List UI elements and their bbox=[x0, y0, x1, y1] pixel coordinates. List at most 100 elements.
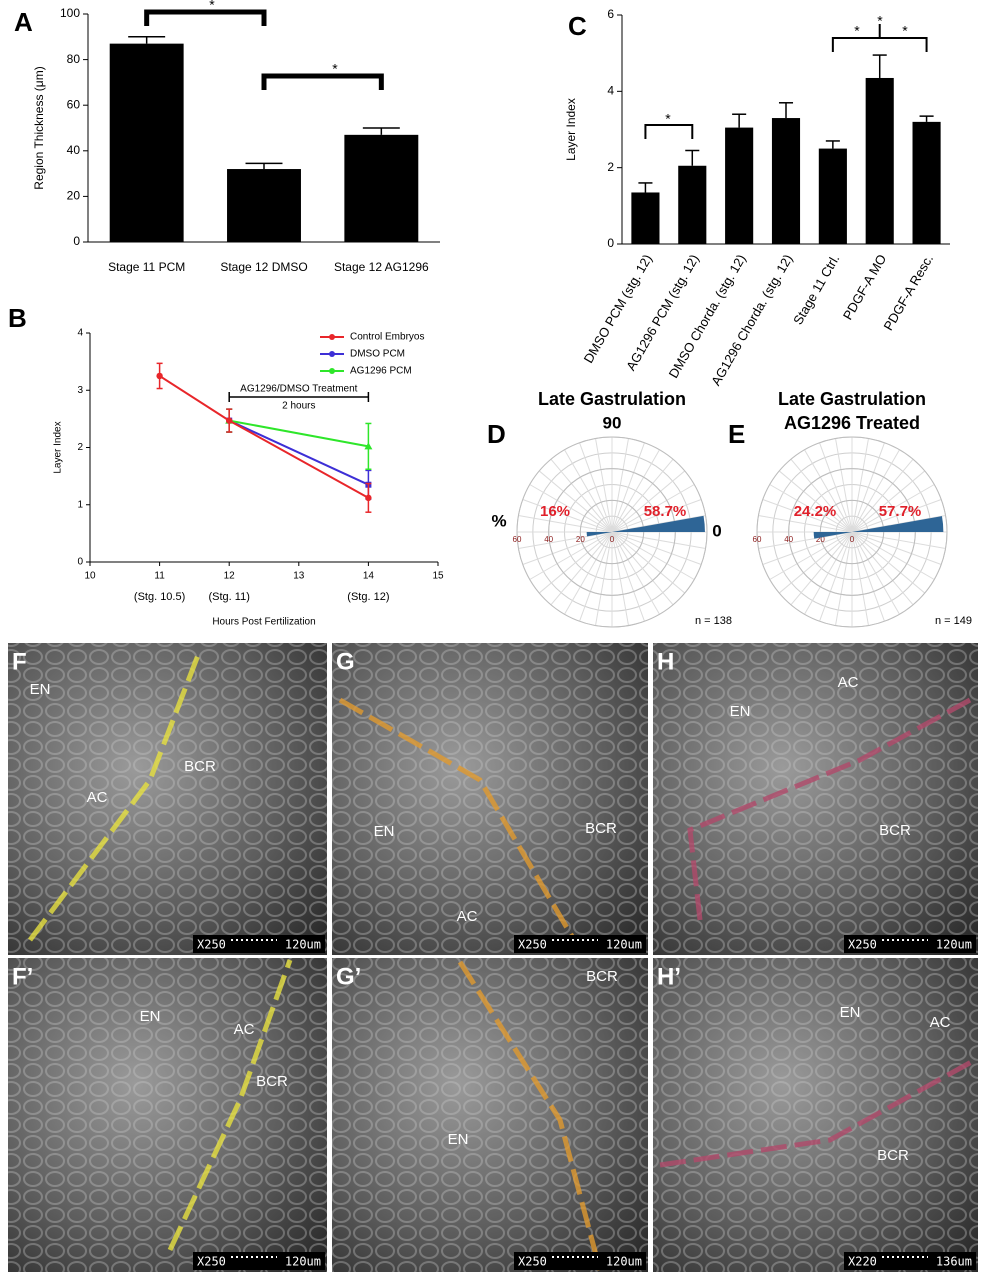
x-axis-label: Hours Post Fertilization bbox=[212, 617, 315, 628]
tick-ring bbox=[516, 436, 708, 628]
grid-spoke bbox=[762, 499, 853, 533]
panel-letter: B bbox=[8, 303, 27, 333]
y-tick-label: 1 bbox=[77, 499, 83, 510]
panel-letter: G bbox=[336, 648, 355, 675]
bar bbox=[109, 43, 184, 242]
wedge bbox=[852, 516, 944, 532]
stage-label: (Stg. 10.5) bbox=[134, 591, 185, 603]
region-label: EN bbox=[730, 703, 751, 720]
grid-spoke bbox=[851, 531, 935, 580]
bar bbox=[227, 169, 301, 242]
wedge bbox=[586, 532, 612, 537]
error-bar bbox=[362, 127, 400, 135]
r-tick-label: 60 bbox=[753, 535, 762, 544]
scale-text: X250 bbox=[197, 938, 226, 952]
stage-label: (Stg. 12) bbox=[347, 591, 389, 603]
panel-letter: F’ bbox=[12, 963, 33, 990]
grid-spoke bbox=[835, 438, 853, 533]
x-tick-label: 13 bbox=[293, 571, 305, 582]
n-label: n = 149 bbox=[935, 615, 972, 627]
grid-spoke bbox=[611, 531, 706, 549]
grid-spoke bbox=[758, 515, 853, 533]
panel-letter: D bbox=[487, 419, 506, 449]
bar bbox=[865, 77, 894, 244]
grid-spoke bbox=[851, 499, 942, 533]
r-tick-label: 0 bbox=[610, 535, 615, 544]
scale-text: X250 bbox=[518, 938, 547, 952]
grid-spoke bbox=[579, 531, 613, 622]
x-tick-label: Stage 12 DMSO bbox=[220, 260, 307, 274]
grid-spoke bbox=[611, 531, 695, 580]
scale-bar-box bbox=[514, 935, 646, 953]
grid-spoke bbox=[611, 531, 674, 606]
value-label: 57.7% bbox=[879, 503, 922, 520]
grid-spoke bbox=[819, 531, 853, 622]
region-label: BCR bbox=[877, 1147, 909, 1164]
y-tick-label: 100 bbox=[60, 6, 80, 20]
grid-spoke bbox=[550, 458, 613, 533]
grid-spoke bbox=[851, 531, 926, 594]
y-tick-label: 6 bbox=[607, 7, 614, 21]
error-bar bbox=[128, 36, 166, 44]
series-line bbox=[228, 419, 369, 486]
grid-spoke bbox=[611, 458, 674, 533]
x-tick-label: Stage 11 Ctrl. bbox=[790, 252, 842, 328]
y-tick-label: 4 bbox=[607, 84, 614, 98]
angle-label: 90 bbox=[603, 413, 622, 432]
grid-spoke bbox=[778, 531, 853, 594]
scale-text: 120um bbox=[285, 1255, 321, 1269]
scale-text: X250 bbox=[518, 1255, 547, 1269]
grid-spoke bbox=[538, 470, 613, 533]
grid-spoke bbox=[758, 531, 853, 549]
grid-spoke bbox=[595, 438, 613, 533]
y-tick-label: 0 bbox=[607, 236, 614, 250]
grid-spoke bbox=[851, 531, 946, 549]
region-label: AC bbox=[930, 1014, 951, 1031]
r-tick-label: 20 bbox=[576, 535, 585, 544]
chart-title: AG1296 Treated bbox=[784, 413, 920, 433]
grid-spoke bbox=[611, 531, 629, 626]
grid-spoke bbox=[851, 438, 869, 533]
sem-texture bbox=[8, 643, 327, 955]
chart-title: Late Gastrulation bbox=[538, 389, 686, 409]
y-tick-label: 0 bbox=[77, 557, 83, 568]
region-label: AC bbox=[457, 908, 478, 925]
y-tick-label: 80 bbox=[67, 52, 81, 66]
y-tick-label: 20 bbox=[67, 189, 81, 203]
grid-spoke bbox=[611, 531, 686, 594]
grid-spoke bbox=[851, 531, 942, 565]
grid-spoke bbox=[518, 515, 613, 533]
panel-letter: H bbox=[657, 648, 674, 675]
sem-texture bbox=[653, 643, 978, 955]
sem-texture bbox=[653, 958, 978, 1272]
grid-spoke bbox=[611, 442, 645, 533]
radial-label: % bbox=[491, 511, 506, 530]
grid-spoke bbox=[851, 531, 885, 622]
scale-bar-box bbox=[844, 1252, 976, 1270]
grid-spoke bbox=[550, 531, 613, 606]
scale-bar-box bbox=[514, 1252, 646, 1270]
region-label: BCR bbox=[586, 968, 618, 985]
value-label: 58.7% bbox=[644, 503, 687, 520]
bar bbox=[344, 134, 419, 242]
boundary-line bbox=[659, 1057, 977, 1168]
scale-text: 120um bbox=[285, 938, 321, 952]
wedge bbox=[612, 515, 705, 532]
series-line bbox=[229, 419, 369, 448]
wedge bbox=[813, 532, 852, 539]
region-label: EN bbox=[30, 681, 51, 698]
legend-label: Control Embryos bbox=[350, 332, 424, 343]
y-tick-label: 40 bbox=[67, 143, 81, 157]
grid-spoke bbox=[851, 449, 900, 533]
boundary-line bbox=[167, 959, 293, 1252]
y-tick-label: 2 bbox=[77, 442, 83, 453]
grid-spoke bbox=[851, 458, 914, 533]
bar bbox=[912, 121, 941, 244]
annotation: AG1296/DMSO Treatment bbox=[240, 384, 357, 395]
marker bbox=[226, 417, 233, 424]
boundary-line bbox=[338, 697, 583, 952]
grid-spoke bbox=[564, 531, 613, 615]
grid-spoke bbox=[762, 531, 853, 565]
x-tick-label: 12 bbox=[224, 571, 236, 582]
scale-text: 120um bbox=[606, 1255, 642, 1269]
